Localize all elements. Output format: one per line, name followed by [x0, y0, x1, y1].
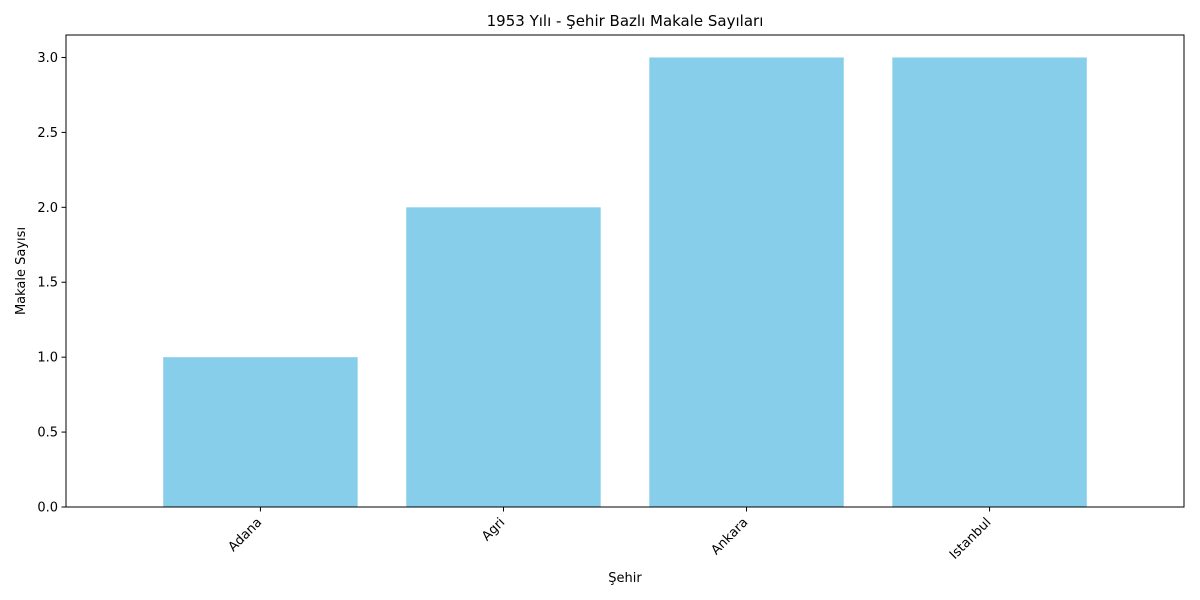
- y-tick-label: 3.0: [37, 51, 58, 66]
- y-tick-label: 0.0: [37, 501, 58, 516]
- x-axis-label: Şehir: [608, 571, 642, 586]
- plot-area-frame: [65, 34, 1185, 508]
- chart-title: 1953 Yılı - Şehir Bazlı Makale Sayıları: [487, 12, 764, 30]
- x-tick-label-adana: Adana: [226, 515, 266, 555]
- y-tick-label: 0.5: [37, 426, 58, 441]
- y-tick-label: 1.0: [37, 351, 58, 366]
- x-tick-label-agri: Agri: [479, 515, 508, 544]
- x-tick-label-ankara: Ankara: [708, 515, 751, 558]
- bar-adana: [163, 357, 358, 507]
- bar-istanbul: [892, 57, 1087, 507]
- y-axis-ticks: 0.0 0.5 1.0 1.5 2.0 2.5 3.0: [37, 51, 66, 516]
- y-tick-label: 2.0: [37, 201, 58, 216]
- y-tick-label: 1.5: [37, 276, 58, 291]
- y-tick-label: 2.5: [37, 126, 58, 141]
- bars-layer: [163, 57, 1087, 507]
- y-axis-label: Makale Sayısı: [14, 227, 29, 315]
- bar-ankara: [649, 57, 844, 507]
- x-tick-label-istanbul: Istanbul: [947, 515, 994, 562]
- bar-agri: [406, 207, 601, 507]
- x-axis-ticks: Adana Agri Ankara Istanbul: [226, 507, 994, 563]
